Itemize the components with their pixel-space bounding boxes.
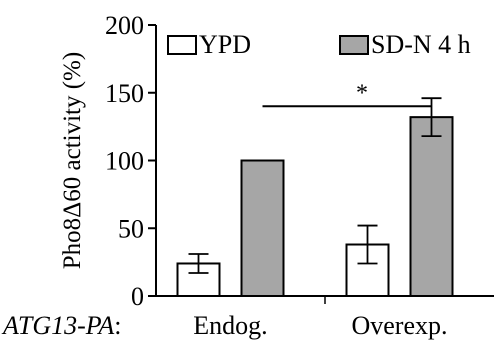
legend-label-0: YPD [199,30,251,59]
y-tick-label: 50 [118,214,144,243]
y-tick-label: 0 [131,282,144,311]
legend-label-1: SD-N 4 h [371,30,471,59]
y-axis-label: Pho8Δ60 activity (%) [59,52,86,269]
row-label-name: ATG13-PA [1,311,114,340]
category-label: Endog. [193,311,267,340]
category-label: Overexp. [351,311,447,340]
bar-sdn-0 [240,159,285,297]
y-tick-label: 100 [105,147,144,176]
significance-star: * [356,80,368,106]
legend-swatch-0 [167,35,197,55]
bar-sdn-1 [409,116,454,297]
row-label-colon: : [114,311,121,340]
legend-swatch-1 [339,35,369,55]
row-label: ATG13-PA: [1,311,121,340]
y-tick-label: 150 [105,79,144,108]
y-tick-label: 200 [105,11,144,40]
